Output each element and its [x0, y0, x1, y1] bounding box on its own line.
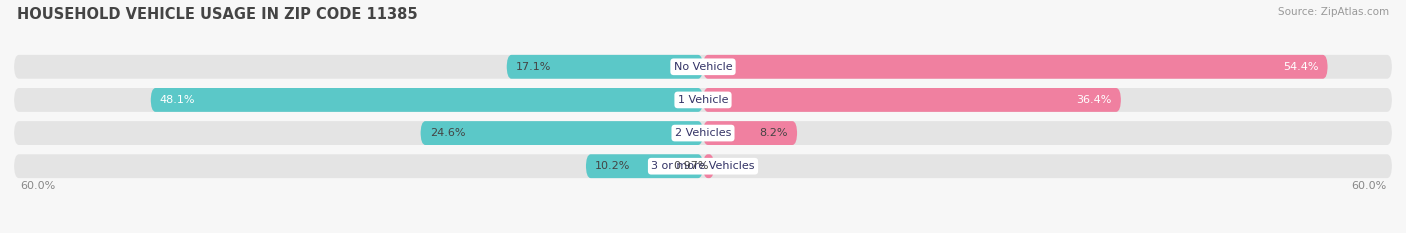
Text: 2 Vehicles: 2 Vehicles	[675, 128, 731, 138]
FancyBboxPatch shape	[586, 154, 703, 178]
FancyBboxPatch shape	[150, 88, 703, 112]
FancyBboxPatch shape	[14, 121, 1392, 145]
Text: 8.2%: 8.2%	[759, 128, 787, 138]
FancyBboxPatch shape	[703, 154, 714, 178]
Text: Source: ZipAtlas.com: Source: ZipAtlas.com	[1278, 7, 1389, 17]
FancyBboxPatch shape	[506, 55, 703, 79]
Text: 17.1%: 17.1%	[516, 62, 551, 72]
FancyBboxPatch shape	[703, 121, 797, 145]
Text: 60.0%: 60.0%	[1351, 181, 1386, 191]
Text: 0.97%: 0.97%	[673, 161, 709, 171]
Text: No Vehicle: No Vehicle	[673, 62, 733, 72]
Text: 24.6%: 24.6%	[430, 128, 465, 138]
Text: 3 or more Vehicles: 3 or more Vehicles	[651, 161, 755, 171]
Text: 10.2%: 10.2%	[595, 161, 630, 171]
Text: 54.4%: 54.4%	[1282, 62, 1319, 72]
FancyBboxPatch shape	[703, 88, 1121, 112]
Text: 36.4%: 36.4%	[1077, 95, 1112, 105]
Text: 48.1%: 48.1%	[160, 95, 195, 105]
Text: HOUSEHOLD VEHICLE USAGE IN ZIP CODE 11385: HOUSEHOLD VEHICLE USAGE IN ZIP CODE 1138…	[17, 7, 418, 22]
FancyBboxPatch shape	[14, 55, 1392, 79]
FancyBboxPatch shape	[703, 55, 1327, 79]
Text: 1 Vehicle: 1 Vehicle	[678, 95, 728, 105]
FancyBboxPatch shape	[420, 121, 703, 145]
Text: 60.0%: 60.0%	[20, 181, 55, 191]
FancyBboxPatch shape	[14, 154, 1392, 178]
FancyBboxPatch shape	[14, 88, 1392, 112]
